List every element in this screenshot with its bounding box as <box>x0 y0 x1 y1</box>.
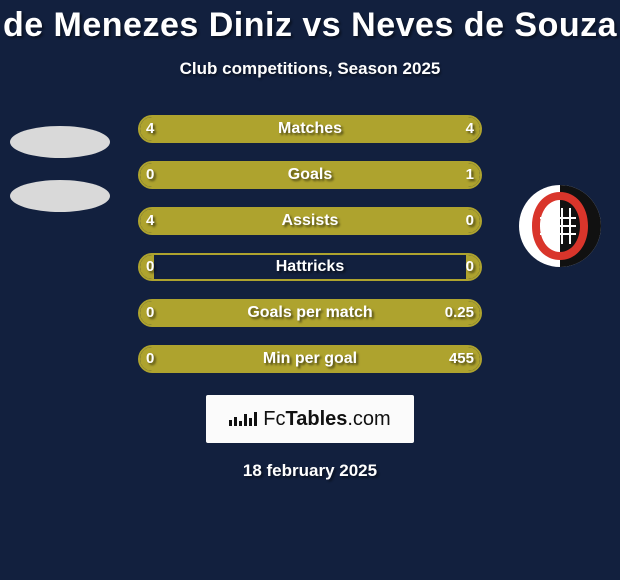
stat-fill-left <box>140 209 412 233</box>
stat-value-left: 4 <box>146 207 154 235</box>
stat-row: Min per goal0455 <box>0 345 620 373</box>
stat-value-right: 1 <box>466 161 474 189</box>
stat-fill-right <box>154 301 480 325</box>
stat-row: Assists40 <box>0 207 620 235</box>
stat-fill-left <box>140 117 310 141</box>
stat-fill-right <box>310 117 480 141</box>
stat-value-left: 0 <box>146 299 154 327</box>
stat-track <box>138 161 482 189</box>
fctables-bars-icon <box>229 412 257 426</box>
stat-value-left: 0 <box>146 161 154 189</box>
stat-row: Matches44 <box>0 115 620 143</box>
fctables-logo: FcTables.com <box>206 395 414 443</box>
stat-track <box>138 253 482 281</box>
stat-value-right: 0.25 <box>445 299 474 327</box>
stat-value-left: 0 <box>146 253 154 281</box>
page-title: de Menezes Diniz vs Neves de Souza <box>0 6 620 45</box>
fctables-text: FcTables.com <box>263 408 390 431</box>
stat-track <box>138 345 482 373</box>
stat-value-right: 4 <box>466 115 474 143</box>
stat-value-right: 455 <box>449 345 474 373</box>
stat-value-right: 0 <box>466 253 474 281</box>
stat-track <box>138 299 482 327</box>
stat-value-right: 0 <box>466 207 474 235</box>
stat-fill-right <box>201 163 480 187</box>
stat-value-left: 0 <box>146 345 154 373</box>
stat-row: Goals01 <box>0 161 620 189</box>
stat-row: Hattricks00 <box>0 253 620 281</box>
stat-fill-right <box>154 347 480 371</box>
stat-value-left: 4 <box>146 115 154 143</box>
stat-row: Goals per match00.25 <box>0 299 620 327</box>
stat-track <box>138 207 482 235</box>
page-subtitle: Club competitions, Season 2025 <box>0 59 620 79</box>
stat-track <box>138 115 482 143</box>
comparison-chart: Matches44Goals01Assists40Hattricks00Goal… <box>0 115 620 373</box>
page-date: 18 february 2025 <box>0 461 620 481</box>
